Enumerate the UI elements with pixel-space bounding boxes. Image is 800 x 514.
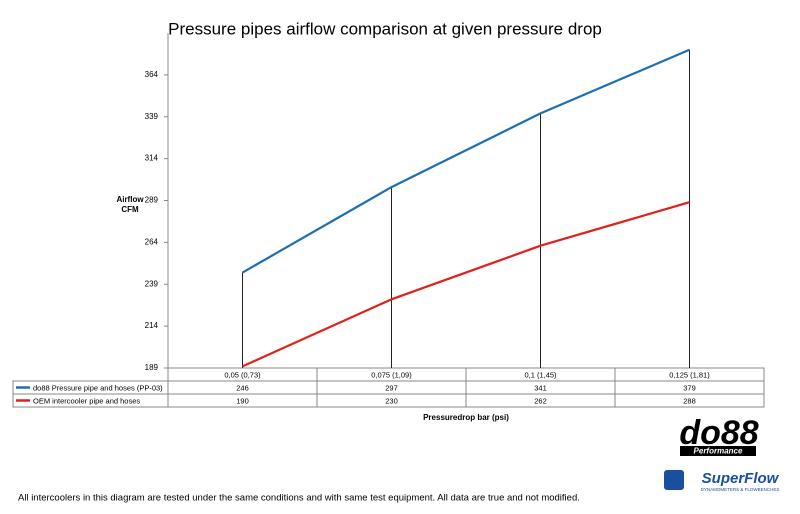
- table-value: 230: [385, 396, 398, 405]
- y-tick-label: 314: [145, 154, 159, 163]
- series-line: [241, 48, 690, 274]
- legend-label: OEM intercooler pipe and hoses: [33, 396, 140, 405]
- y-tick-label: 239: [145, 279, 159, 288]
- chart-title: Pressure pipes airflow comparison at giv…: [168, 19, 602, 38]
- y-tick-label: 264: [145, 237, 159, 246]
- table-value: 297: [385, 383, 398, 392]
- table-value: 379: [683, 383, 696, 392]
- logo-bar: [680, 446, 756, 456]
- legend-label: do88 Pressure pipe and hoses (PP-03): [33, 383, 163, 392]
- y-axis-label: Airflow: [116, 195, 144, 204]
- y-axis-label: CFM: [121, 205, 139, 214]
- logo-text: DYNAMOMETERS & FLOWBENCHES: [701, 487, 780, 492]
- table-value: 262: [534, 396, 547, 405]
- x-tick-label: 0,125 (1,81): [669, 370, 710, 379]
- logo-text: Performance: [694, 447, 743, 456]
- table-value: 288: [683, 396, 696, 405]
- x-tick-label: 0,05 (0,73): [224, 370, 261, 379]
- y-tick-label: 214: [145, 321, 159, 330]
- table-value: 341: [534, 383, 547, 392]
- superflow-logo: SuperFlow DYNAMOMETERS & FLOWBENCHES: [664, 470, 780, 492]
- logo-icon: [664, 470, 684, 490]
- logo-text: do88: [679, 414, 758, 452]
- footnote: All intercoolers in this diagram are tes…: [18, 493, 580, 504]
- y-tick-label: 364: [145, 70, 159, 79]
- y-tick-label: 339: [145, 112, 159, 121]
- series-line: [242, 201, 690, 368]
- table-value: 246: [236, 383, 249, 392]
- x-tick-label: 0,1 (1,45): [524, 370, 557, 379]
- do88-logo: do88 Performance: [679, 414, 759, 456]
- y-tick-label: 289: [145, 196, 159, 205]
- table-value: 190: [236, 396, 249, 405]
- logo-text: SuperFlow: [702, 470, 780, 487]
- x-tick-label: 0,075 (1,09): [371, 370, 412, 379]
- x-axis-label: Pressuredrop bar (psi): [423, 413, 509, 422]
- y-tick-label: 189: [145, 363, 159, 372]
